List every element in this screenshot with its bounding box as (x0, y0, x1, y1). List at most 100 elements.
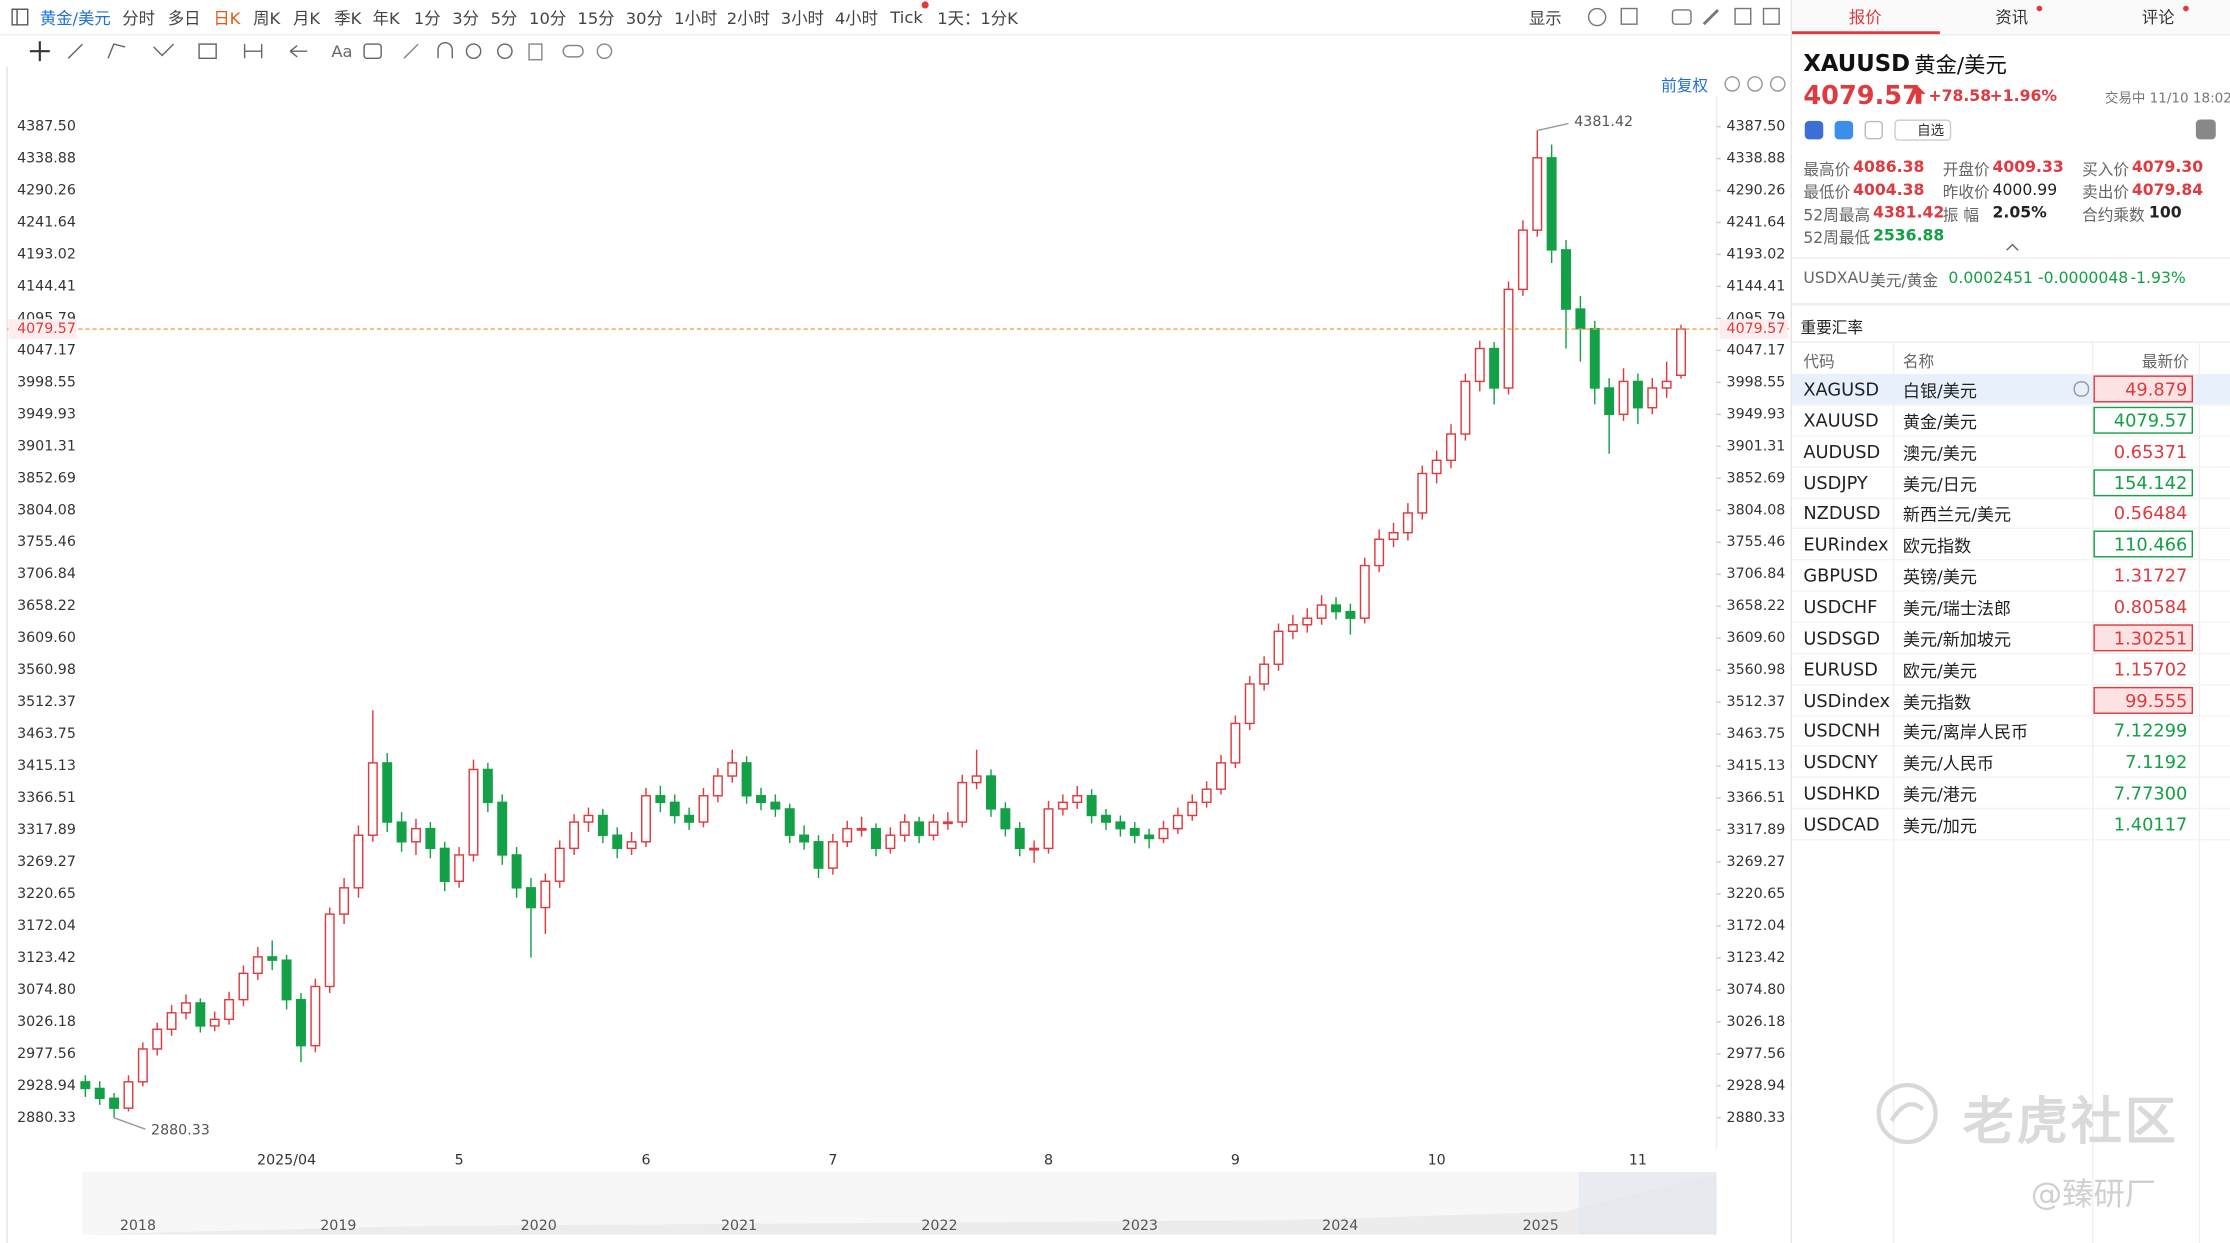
y-tick-label: 3123.42 (1727, 950, 1786, 966)
y-tick-label: 2977.56 (17, 1046, 76, 1062)
candle-body (1632, 380, 1643, 409)
delete-tool[interactable] (528, 43, 543, 61)
candle-body (1302, 617, 1313, 626)
config-tool[interactable] (596, 43, 613, 60)
y-tick-label: 3512.37 (17, 694, 76, 710)
alert-icon[interactable] (2195, 119, 2216, 140)
period-tab[interactable]: 3分 (452, 8, 480, 29)
rate-row[interactable] (1791, 685, 2230, 717)
candle-body (1676, 328, 1687, 376)
watchlist-button[interactable]: 自选 (1894, 119, 1952, 141)
tab[interactable]: 资讯 (1995, 7, 2029, 28)
column-header[interactable]: 代码 (1803, 352, 1835, 372)
candle-body (569, 821, 580, 850)
period-tab[interactable]: 3小时 (780, 8, 824, 29)
adjust-mode[interactable]: 前复权 (1661, 76, 1709, 96)
period-tab[interactable]: 日K (213, 8, 241, 29)
line-tool[interactable] (67, 43, 83, 59)
tab[interactable]: 评论 (2141, 7, 2175, 28)
y-tick-label: 4241.64 (17, 214, 76, 230)
period-tab[interactable]: 多日 (167, 8, 201, 29)
panel-icon[interactable] (1762, 7, 1780, 25)
period-tab[interactable]: 季K (334, 8, 362, 29)
text-tool[interactable]: Aa (331, 41, 353, 62)
column-header[interactable]: 名称 (1902, 352, 1935, 372)
rate-price: 7.77300 (2113, 782, 2188, 804)
period-tab[interactable]: 月K (292, 8, 321, 29)
move-tool[interactable] (29, 41, 50, 62)
sidebar-icon[interactable] (11, 8, 29, 26)
rate-row[interactable] (1791, 623, 2230, 655)
camera-icon[interactable] (1671, 9, 1692, 25)
interval-select[interactable]: 1天：1分K (937, 8, 1018, 29)
rate-row[interactable] (1791, 467, 2230, 499)
tab[interactable]: 报价 (1848, 7, 1882, 28)
hide-tool[interactable] (465, 43, 482, 60)
period-tab[interactable]: 4小时 (834, 8, 878, 29)
period-tab[interactable]: 2小时 (726, 8, 770, 29)
rate-name: 澳元/美元 (1902, 443, 1977, 464)
stat-label: 昨收价 (1942, 183, 1990, 202)
period-tab[interactable]: 5分 (490, 8, 518, 29)
layout-icon[interactable] (1620, 7, 1638, 25)
path-tool[interactable] (107, 43, 126, 59)
symbol-tab[interactable]: 黄金/美元 (39, 8, 111, 29)
rate-row[interactable] (1791, 405, 2230, 437)
rate-row[interactable] (1791, 809, 2230, 841)
reset-icon[interactable] (1724, 76, 1741, 92)
share-icon[interactable] (1804, 120, 1824, 140)
period-tab[interactable]: 分时 (122, 8, 156, 29)
fullscreen-icon[interactable] (1734, 7, 1752, 25)
measure-tool[interactable] (243, 44, 263, 59)
rate-row[interactable] (1791, 747, 2230, 779)
tag-icon[interactable] (1834, 120, 1854, 140)
pen-icon[interactable] (1702, 8, 1720, 26)
period-tab[interactable]: 10分 (529, 8, 567, 29)
period-tab[interactable]: 1小时 (674, 8, 718, 29)
column-line (2092, 341, 2094, 1243)
wave-tool[interactable] (153, 43, 175, 57)
rate-row[interactable] (1791, 716, 2230, 748)
candle-body (1043, 808, 1054, 850)
rate-row[interactable] (1791, 592, 2230, 623)
display-menu[interactable]: 显示 (1528, 8, 1562, 29)
rate-row[interactable] (1791, 498, 2230, 530)
link-tool[interactable] (562, 44, 584, 58)
column-header[interactable]: 最新价 (2141, 352, 2189, 372)
rate-row[interactable] (1791, 654, 2230, 686)
rate-name: 美元指数 (1902, 692, 1972, 712)
note-icon[interactable] (1864, 120, 1883, 140)
settings-icon[interactable] (1587, 7, 1607, 27)
navigator-window[interactable] (1578, 1171, 1717, 1235)
zoom-in-icon[interactable] (1769, 76, 1786, 92)
candle-body (856, 827, 867, 831)
rate-code: GBPUSD (1803, 564, 1879, 587)
candle-body (439, 847, 450, 882)
period-tab[interactable]: Tick (890, 7, 923, 28)
zoom-out-icon[interactable] (1747, 76, 1763, 92)
up-arrow (1911, 86, 1926, 104)
collapse-icon[interactable] (2005, 243, 2019, 252)
rate-row[interactable] (1791, 778, 2230, 810)
period-tab[interactable]: 年K (372, 8, 400, 29)
candle-body (497, 801, 508, 856)
watch-icon[interactable] (2073, 381, 2090, 397)
lock-tool[interactable] (497, 43, 513, 60)
rate-price: 4079.57 (2113, 409, 2188, 431)
candle-body (971, 775, 982, 784)
period-tab[interactable]: 15分 (577, 8, 615, 29)
rate-row[interactable] (1791, 561, 2230, 592)
period-tab[interactable]: 1分 (413, 8, 441, 29)
eraser-tool[interactable] (403, 43, 419, 59)
arrow-tool[interactable] (289, 44, 308, 58)
y-tick-label: 4290.26 (17, 183, 76, 199)
period-tab[interactable]: 周K (253, 8, 281, 29)
fib-tool[interactable] (198, 43, 217, 60)
rate-row[interactable] (1791, 436, 2230, 468)
candle-body (727, 762, 738, 777)
rate-row[interactable] (1791, 529, 2230, 561)
candle-body (382, 762, 393, 823)
magnet-tool[interactable] (437, 42, 453, 59)
note-tool[interactable] (363, 43, 382, 60)
period-tab[interactable]: 30分 (625, 8, 663, 29)
